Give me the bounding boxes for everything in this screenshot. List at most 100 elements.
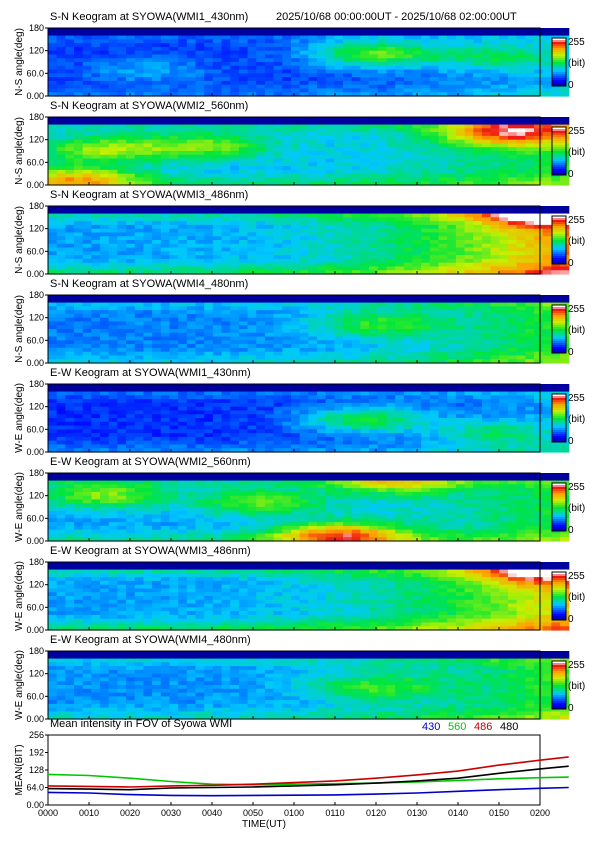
heatmap-cell <box>178 173 188 179</box>
heatmap-cell <box>256 28 266 33</box>
heatmap-cell <box>533 54 544 59</box>
heatmap-cell <box>82 355 92 360</box>
heatmap-cell <box>221 329 231 334</box>
heatmap-cell <box>195 336 205 341</box>
heatmap-cell <box>421 206 431 211</box>
heatmap-cell <box>299 336 309 341</box>
heatmap-cell <box>247 58 257 63</box>
heatmap-cell <box>74 166 84 171</box>
heatmap-cell <box>455 325 466 330</box>
heatmap-cell <box>126 177 136 182</box>
heatmap-cell <box>264 351 275 357</box>
heatmap-cell <box>395 347 405 353</box>
heatmap-cell <box>481 169 492 175</box>
heatmap-cell <box>343 344 353 349</box>
colorbar-step <box>552 58 566 61</box>
heatmap-cell <box>299 135 309 141</box>
heatmap-cell <box>48 69 58 74</box>
heatmap-cell <box>525 147 535 152</box>
heatmap-cell <box>551 120 561 126</box>
heatmap-cell <box>100 80 110 86</box>
heatmap-cell <box>91 224 101 230</box>
heatmap-cell <box>160 262 171 268</box>
heatmap-cell <box>204 391 214 396</box>
heatmap-cell <box>221 173 231 179</box>
heatmap-cell <box>429 73 440 78</box>
heatmap-cell <box>134 50 145 56</box>
heatmap-cell <box>186 80 197 86</box>
heatmap-cell <box>473 62 483 67</box>
heatmap-cell <box>499 147 509 152</box>
heatmap-cell <box>230 448 240 453</box>
heatmap-cell <box>91 173 101 179</box>
heatmap-cell <box>490 228 500 234</box>
heatmap-cell <box>212 270 223 275</box>
heatmap-cell <box>343 325 353 330</box>
heatmap-cell <box>169 436 179 442</box>
heatmap-cell <box>282 88 292 93</box>
heatmap-cell <box>264 124 275 129</box>
heatmap-cell <box>369 336 379 341</box>
heatmap-cell <box>264 50 275 56</box>
heatmap-cell <box>221 84 231 90</box>
heatmap-cell <box>82 232 92 237</box>
heatmap-cell <box>516 251 526 256</box>
heatmap-cell <box>360 340 370 345</box>
heatmap-cell <box>230 228 240 234</box>
heatmap-cell <box>403 329 414 334</box>
heatmap-cell <box>169 425 179 430</box>
heatmap-cell <box>56 387 66 393</box>
heatmap-cell <box>516 62 526 67</box>
heatmap-cell <box>264 128 275 133</box>
heatmap-cell <box>429 28 440 33</box>
heatmap-cell <box>421 65 431 71</box>
heatmap-cell <box>221 69 231 74</box>
heatmap-cell <box>542 39 552 44</box>
heatmap-cell <box>169 117 179 122</box>
heatmap-cell <box>91 124 101 129</box>
heatmap-cell <box>152 162 162 167</box>
heatmap-cell <box>395 58 405 63</box>
heatmap-cell <box>533 270 544 275</box>
heatmap-cell <box>438 295 448 300</box>
heatmap-cell <box>386 92 396 97</box>
heatmap-cell <box>256 132 266 137</box>
heatmap-cell <box>221 321 231 326</box>
heatmap-cell <box>56 410 66 415</box>
heatmap-cell <box>126 209 136 215</box>
heatmap-cell <box>91 232 101 237</box>
heatmap-cell <box>360 124 370 129</box>
heatmap-image <box>48 28 570 97</box>
heatmap-cell <box>56 143 66 148</box>
heatmap-cell <box>447 317 457 323</box>
heatmap-cell <box>65 77 75 82</box>
heatmap-cell <box>247 46 257 52</box>
heatmap-cell <box>395 270 405 275</box>
heatmap-cell <box>429 135 440 141</box>
heatmap-cell <box>178 147 188 152</box>
heatmap-cell <box>299 306 309 311</box>
heatmap-cell <box>516 65 526 71</box>
heatmap-cell <box>343 88 353 93</box>
heatmap-cell <box>351 228 362 234</box>
heatmap-cell <box>429 166 440 171</box>
heatmap-cell <box>421 132 431 137</box>
heatmap-cell <box>108 46 119 52</box>
heatmap-cell <box>230 414 240 419</box>
colorbar-unit-label: (bit) <box>568 58 585 69</box>
heatmap-cell <box>74 54 84 59</box>
heatmap-cell <box>360 173 370 179</box>
heatmap-cell <box>334 359 344 364</box>
heatmap-cell <box>160 120 171 126</box>
heatmap-cell <box>412 321 422 326</box>
heatmap-image <box>48 384 570 453</box>
heatmap-cell <box>143 448 153 453</box>
heatmap-cell <box>56 217 66 222</box>
heatmap-cell <box>499 46 509 52</box>
heatmap-cell <box>195 270 205 275</box>
heatmap-cell <box>282 62 292 67</box>
heatmap-cell <box>195 351 205 357</box>
heatmap-cell <box>143 173 153 179</box>
heatmap-cell <box>212 135 223 141</box>
heatmap-cell <box>542 332 552 338</box>
